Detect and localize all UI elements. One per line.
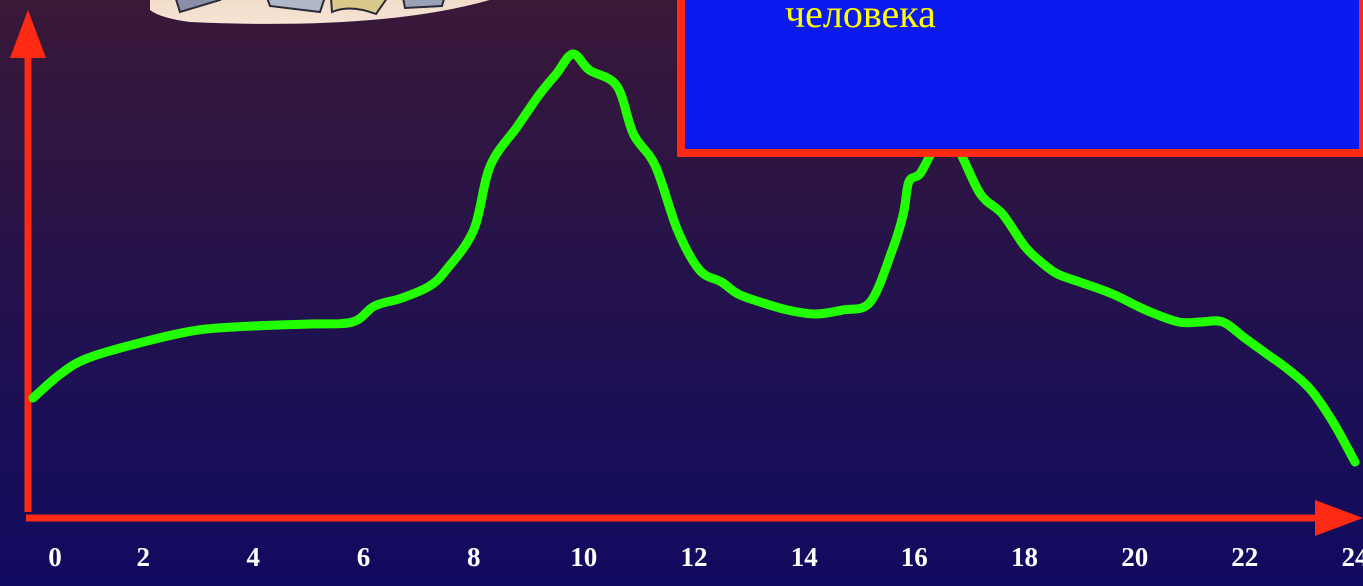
x-tick-label: 8 — [467, 542, 481, 572]
x-axis-arrow-icon — [1315, 500, 1363, 536]
x-tick-label: 2 — [136, 542, 150, 572]
book-clipart — [150, 0, 520, 35]
x-tick-label: 16 — [901, 542, 928, 572]
x-tick-label: 14 — [791, 542, 818, 572]
x-tick-label: 24 — [1342, 542, 1363, 572]
x-tick-label: 0 — [48, 542, 62, 572]
x-tick-label: 12 — [681, 542, 708, 572]
caption-text: человека — [785, 0, 936, 37]
x-tick-label: 20 — [1121, 542, 1148, 572]
caption-box: человека — [677, 0, 1363, 157]
y-axis-arrow-icon — [10, 10, 46, 58]
x-tick-label: 10 — [570, 542, 597, 572]
x-tick-labels: 0 2 4 6 8 10 12 14 16 18 20 22 24 — [48, 542, 1363, 572]
x-tick-label: 6 — [357, 542, 371, 572]
x-tick-label: 18 — [1011, 542, 1038, 572]
x-tick-label: 22 — [1231, 542, 1258, 572]
x-tick-label: 4 — [247, 542, 261, 572]
